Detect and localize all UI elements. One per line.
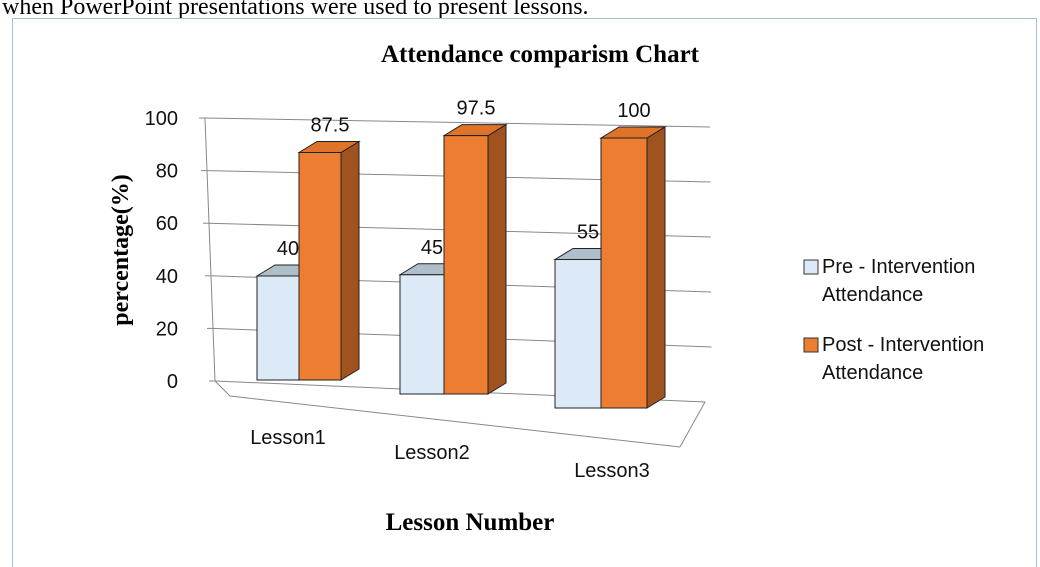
bar (554, 259, 602, 409)
x-tick-label: Lesson2 (394, 442, 470, 464)
header-text: when PowerPoint presentations were used … (2, 0, 589, 20)
legend-entry: Pre - Intervention Attendance (822, 256, 976, 306)
legend-entry: Post - Intervention Attendance (822, 334, 985, 384)
y-axis-label: percentage(%) (108, 174, 134, 326)
bar-side (646, 126, 666, 409)
y-tick-label: 100 (145, 108, 178, 130)
y-tick-label: 40 (156, 266, 178, 288)
data-label: 87.5 (311, 115, 350, 137)
floor (214, 380, 681, 448)
y-tick-label: 60 (156, 213, 178, 235)
data-label: 45 (421, 237, 443, 259)
data-label: 97.5 (457, 98, 496, 120)
y-tick-label: 20 (156, 318, 178, 340)
x-tick-label: Lesson1 (250, 427, 326, 449)
y-axis-line (204, 117, 216, 382)
legend-swatch (803, 259, 819, 275)
x-tick-label: Lesson3 (574, 460, 650, 482)
y-tick-label: 0 (167, 371, 178, 393)
bar (443, 135, 489, 395)
x-axis-label: Lesson Number (386, 509, 555, 536)
bar (256, 275, 300, 381)
grid-line (204, 117, 711, 128)
bar-side (487, 123, 507, 395)
data-label: 40 (277, 238, 299, 260)
bar (298, 152, 342, 381)
legend-swatch (803, 337, 819, 353)
floor (214, 380, 706, 448)
chart-title: Attendance comparism Chart (381, 41, 700, 68)
chart-border (12, 18, 1037, 567)
bar (399, 274, 445, 395)
bar (600, 137, 648, 409)
bar-side (340, 140, 360, 381)
data-label: 55 (577, 222, 599, 244)
y-tick-label: 80 (156, 161, 178, 183)
data-label: 100 (617, 100, 650, 122)
